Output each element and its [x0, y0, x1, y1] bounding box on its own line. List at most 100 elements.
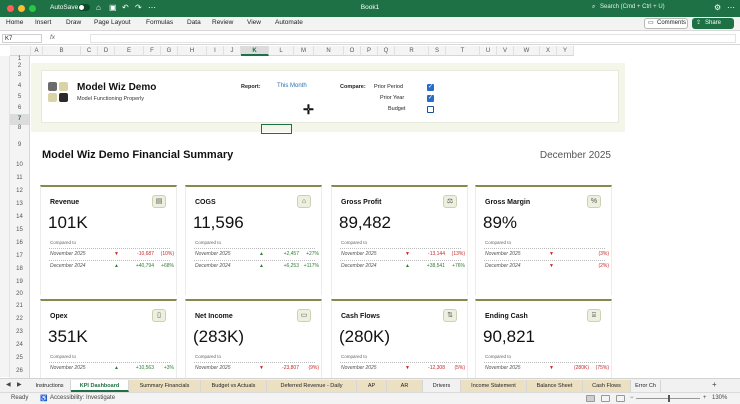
column-header-m[interactable]: M — [294, 46, 314, 56]
column-header-d[interactable]: D — [98, 46, 115, 56]
sheet-tab-deferred-revenue-daily[interactable]: Deferred Revenue - Daily — [267, 380, 357, 392]
column-header-c[interactable]: C — [81, 46, 98, 56]
zoom-slider-handle[interactable] — [668, 395, 670, 402]
close-window-button[interactable] — [7, 5, 14, 12]
autosave-toggle[interactable] — [78, 4, 90, 11]
column-header-a[interactable]: A — [31, 46, 43, 56]
sheet-tab-summary-financials[interactable]: Summary Financials — [129, 380, 201, 392]
tab-review[interactable]: Review — [212, 19, 234, 26]
column-header-e[interactable]: E — [115, 46, 144, 56]
fx-icon[interactable]: fx — [50, 34, 56, 41]
maximize-window-button[interactable] — [29, 5, 36, 12]
scroll-tabs-right-icon[interactable]: ▶ — [17, 382, 22, 388]
add-sheet-icon[interactable]: + — [712, 380, 717, 389]
sheet-tab-ar[interactable]: AR — [387, 380, 423, 392]
row-header-12[interactable]: 12 — [10, 185, 30, 198]
row-header-22[interactable]: 22 — [10, 313, 30, 326]
column-header-p[interactable]: P — [361, 46, 378, 56]
report-select[interactable]: This Month — [277, 83, 307, 89]
row-header-11[interactable]: 11 — [10, 172, 30, 185]
account-icon[interactable]: ⚙ — [714, 3, 722, 12]
row-header-23[interactable]: 23 — [10, 326, 30, 339]
column-header-r[interactable]: R — [395, 46, 429, 56]
column-header-q[interactable]: Q — [378, 46, 395, 56]
page-break-view-button[interactable] — [616, 395, 625, 402]
column-header-b[interactable]: B — [43, 46, 81, 56]
more-icon[interactable]: ⋯ — [148, 3, 156, 12]
tab-page-layout[interactable]: Page Layout — [94, 19, 131, 26]
row-header-15[interactable]: 15 — [10, 224, 30, 237]
column-header-k[interactable]: K — [241, 46, 269, 56]
checkbox-prior-period[interactable]: ✓ — [427, 84, 434, 91]
sheet-tab-error-ch[interactable]: Error Ch — [631, 380, 661, 392]
home-icon[interactable]: ⌂ — [96, 3, 101, 12]
tab-view[interactable]: View — [247, 19, 261, 26]
sheet-tab-kpi-dashboard[interactable]: KPI Dashboard — [71, 380, 129, 392]
column-header-l[interactable]: L — [269, 46, 294, 56]
sheet-tab-budget-vs-actuals[interactable]: Budget vs Actuals — [201, 380, 267, 392]
redo-icon[interactable]: ↷ — [135, 3, 142, 12]
tab-home[interactable]: Home — [6, 19, 24, 26]
column-header-f[interactable]: F — [144, 46, 161, 56]
row-header-6[interactable]: 6 — [10, 103, 30, 114]
page-layout-view-button[interactable] — [601, 395, 610, 402]
row-header-13[interactable]: 13 — [10, 198, 30, 211]
normal-view-button[interactable] — [586, 395, 595, 402]
row-header-26[interactable]: 26 — [10, 365, 30, 378]
column-header-u[interactable]: U — [480, 46, 497, 56]
active-cell-selection[interactable] — [261, 124, 292, 134]
sheet-tab-instructions[interactable]: Instructions — [29, 380, 71, 392]
tab-automate[interactable]: Automate — [275, 19, 303, 26]
save-icon[interactable]: ▣ — [109, 3, 117, 12]
accessibility-status[interactable]: Accessibility: Investigate — [50, 395, 116, 401]
tab-insert[interactable]: Insert — [35, 19, 52, 26]
column-header-w[interactable]: W — [514, 46, 540, 56]
tab-draw[interactable]: Draw — [66, 19, 82, 26]
column-header-y[interactable]: Y — [557, 46, 574, 56]
column-header-n[interactable]: N — [314, 46, 344, 56]
options-icon[interactable]: ⋯ — [727, 3, 735, 12]
row-header-16[interactable]: 16 — [10, 237, 30, 250]
column-header-i[interactable]: I — [207, 46, 224, 56]
zoom-level[interactable]: 130% — [712, 395, 728, 401]
row-header-24[interactable]: 24 — [10, 339, 30, 352]
row-header-2[interactable]: 2 — [10, 63, 30, 70]
scroll-tabs-left-icon[interactable]: ◀ — [6, 382, 11, 388]
worksheet[interactable]: Model Wiz Demo Model Functioning Properl… — [31, 56, 740, 378]
share-button[interactable]: ⇪ Share — [692, 18, 734, 29]
tab-data[interactable]: Data — [187, 19, 201, 26]
row-header-10[interactable]: 10 — [10, 159, 30, 172]
column-header-x[interactable]: X — [540, 46, 557, 56]
checkbox-budget[interactable] — [427, 106, 434, 113]
sheet-tab-ap[interactable]: AP — [357, 380, 387, 392]
row-header-1[interactable]: 1 — [10, 56, 30, 63]
formula-input[interactable] — [90, 34, 736, 43]
sheet-tab-cash-flows[interactable]: Cash Flows — [583, 380, 631, 392]
column-header-v[interactable]: V — [497, 46, 514, 56]
row-header-7[interactable]: 7 — [10, 114, 30, 125]
tab-formulas[interactable]: Formulas — [146, 19, 174, 26]
column-header-g[interactable]: G — [161, 46, 178, 56]
select-all-corner[interactable] — [10, 46, 31, 56]
row-header-3[interactable]: 3 — [10, 70, 30, 81]
column-header-o[interactable]: O — [344, 46, 361, 56]
sheet-tab-income-statement[interactable]: Income Statement — [461, 380, 527, 392]
minimize-window-button[interactable] — [18, 5, 25, 12]
column-header-j[interactable]: J — [224, 46, 241, 56]
row-header-5[interactable]: 5 — [10, 92, 30, 103]
search-box[interactable]: Search (Cmd + Ctrl + U) — [600, 4, 665, 10]
column-header-h[interactable]: H — [178, 46, 207, 56]
name-box[interactable]: K7 — [2, 34, 42, 43]
column-header-t[interactable]: T — [446, 46, 480, 56]
undo-icon[interactable]: ↶ — [122, 3, 129, 12]
row-header-9[interactable]: 9 — [10, 132, 30, 159]
row-header-20[interactable]: 20 — [10, 289, 30, 300]
zoom-out-icon[interactable]: − — [630, 395, 634, 401]
checkbox-prior-year[interactable]: ✓ — [427, 95, 434, 102]
row-header-19[interactable]: 19 — [10, 276, 30, 289]
row-header-8[interactable]: 8 — [10, 125, 30, 132]
comments-button[interactable]: ▭ Comments — [644, 18, 688, 29]
sheet-tab-drivers[interactable]: Drivers — [423, 380, 461, 392]
zoom-in-icon[interactable]: + — [703, 395, 707, 401]
sheet-tab-balance-sheet[interactable]: Balance Sheet — [527, 380, 583, 392]
